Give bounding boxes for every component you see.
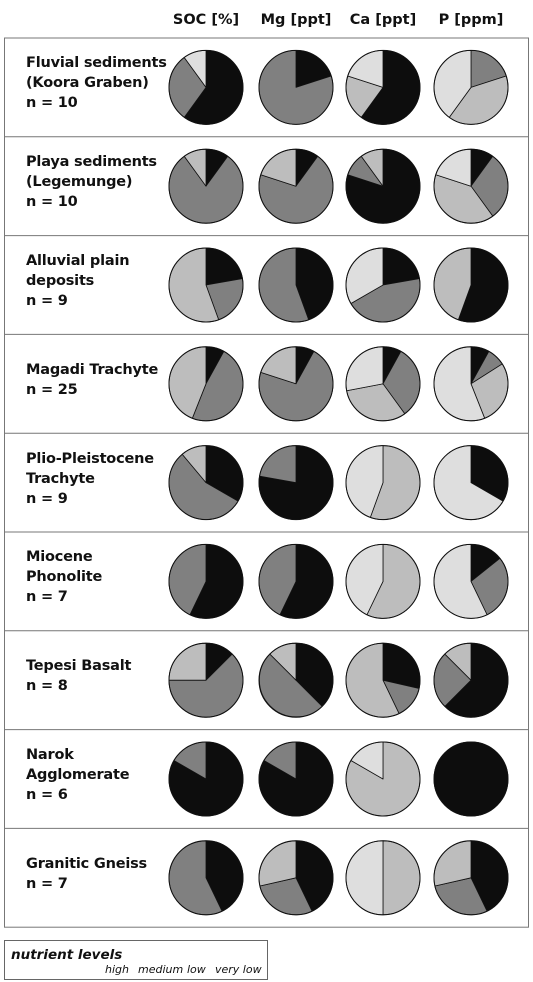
row-label: Narok Agglomerate n = 6	[26, 745, 130, 805]
pie-outline	[433, 247, 509, 323]
pie-outline	[345, 642, 421, 718]
pie-outline	[168, 642, 244, 718]
pie-outline	[345, 543, 421, 619]
pie-outline	[433, 445, 509, 521]
row-name: Granitic Gneiss	[26, 855, 147, 872]
pie-slice-very-low	[345, 346, 384, 392]
column-header: SOC [%]	[172, 12, 240, 28]
pie-outline	[433, 543, 509, 619]
pie-outline	[168, 346, 244, 422]
row-name: Alluvial plain	[26, 253, 130, 269]
chart-frame	[4, 37, 529, 928]
row-label: Alluvial plain deposits n = 9	[26, 251, 130, 311]
row-name: deposits	[26, 273, 95, 289]
row-label: Fluvial sediments (Koora Graben) n = 10	[26, 53, 167, 113]
pie-outline	[345, 741, 421, 817]
pie-slice-low	[258, 840, 297, 887]
row-sample-count: n = 7	[26, 875, 68, 892]
pie-slice-low	[168, 642, 207, 681]
pie-outline	[345, 346, 421, 422]
pie-outline	[433, 642, 509, 718]
row-name: Phonolite	[26, 569, 103, 586]
pie-outline	[258, 148, 334, 224]
row-name: Playa sediments	[26, 154, 157, 171]
pie-outline	[168, 445, 244, 521]
pie-slice-low	[382, 840, 421, 916]
row-name: Agglomerate	[26, 767, 130, 783]
pie-outline	[345, 148, 421, 224]
pie-outline	[433, 741, 509, 817]
column-header: Mg [ppt]	[260, 12, 332, 28]
pie-outline	[168, 840, 244, 916]
pie-outline	[433, 148, 509, 224]
pie-outline	[258, 741, 334, 817]
legend-title: nutrient levels	[11, 947, 123, 963]
legend-label: high	[105, 963, 129, 976]
legend-label: low	[187, 963, 206, 976]
pie-slice-very-low	[345, 840, 384, 916]
row-sample-count: n = 10	[26, 95, 78, 112]
pie-outline	[168, 741, 244, 817]
row-name: Trachyte	[26, 470, 95, 487]
pie-outline	[433, 840, 509, 916]
row-name: Miocene	[26, 549, 93, 566]
pie-outline	[258, 642, 334, 718]
pie-outline	[258, 840, 334, 916]
legend: nutrient levels high medium low very low	[4, 940, 268, 980]
row-sample-count: n = 8	[26, 678, 68, 695]
row-name: Narok	[26, 747, 74, 763]
row-sample-count: n = 7	[26, 589, 68, 606]
pie-slice-medium	[259, 445, 297, 483]
row-label: Playa sediments (Legemunge) n = 10	[26, 152, 157, 212]
pie-outline	[258, 543, 334, 619]
pie-outline	[345, 840, 421, 916]
pie-outline	[433, 49, 509, 125]
row-sample-count: n = 10	[26, 194, 78, 211]
row-name: Plio-Pleistocene	[26, 450, 154, 467]
pie-outline	[168, 247, 244, 323]
pie-slice-low	[433, 840, 472, 887]
pie-outline	[433, 346, 509, 422]
legend-label: medium	[138, 963, 184, 976]
pie-outline	[345, 49, 421, 125]
column-header: Ca [ppt]	[349, 12, 417, 28]
row-sample-count: n = 9	[26, 293, 68, 309]
pie-outline	[258, 445, 334, 521]
row-label: Magadi Trachyte n = 25	[26, 360, 158, 400]
pie-outline	[168, 148, 244, 224]
row-label: Granitic Gneiss n = 7	[26, 854, 147, 894]
legend-label: very low	[215, 963, 262, 976]
pie-outline	[258, 247, 334, 323]
row-name: (Koora Graben)	[26, 75, 149, 92]
row-label: Miocene Phonolite n = 7	[26, 547, 102, 607]
pie-outline	[168, 49, 244, 125]
pie-outline	[258, 346, 334, 422]
row-sample-count: n = 6	[26, 787, 68, 803]
row-name: Fluvial sediments	[26, 55, 167, 72]
row-name: (Legemunge)	[26, 174, 133, 191]
pie-outline	[258, 49, 334, 125]
row-name: Tepesi Basalt	[26, 658, 132, 675]
pie-outline	[168, 543, 244, 619]
pie-outline	[345, 445, 421, 521]
pie-outline	[345, 247, 421, 323]
row-sample-count: n = 25	[26, 381, 78, 398]
row-name: Magadi Trachyte	[26, 361, 159, 378]
row-label: Tepesi Basalt n = 8	[26, 656, 131, 696]
row-sample-count: n = 9	[26, 490, 68, 507]
row-label: Plio-Pleistocene Trachyte n = 9	[26, 449, 154, 509]
column-header: P [ppm]	[438, 12, 504, 28]
